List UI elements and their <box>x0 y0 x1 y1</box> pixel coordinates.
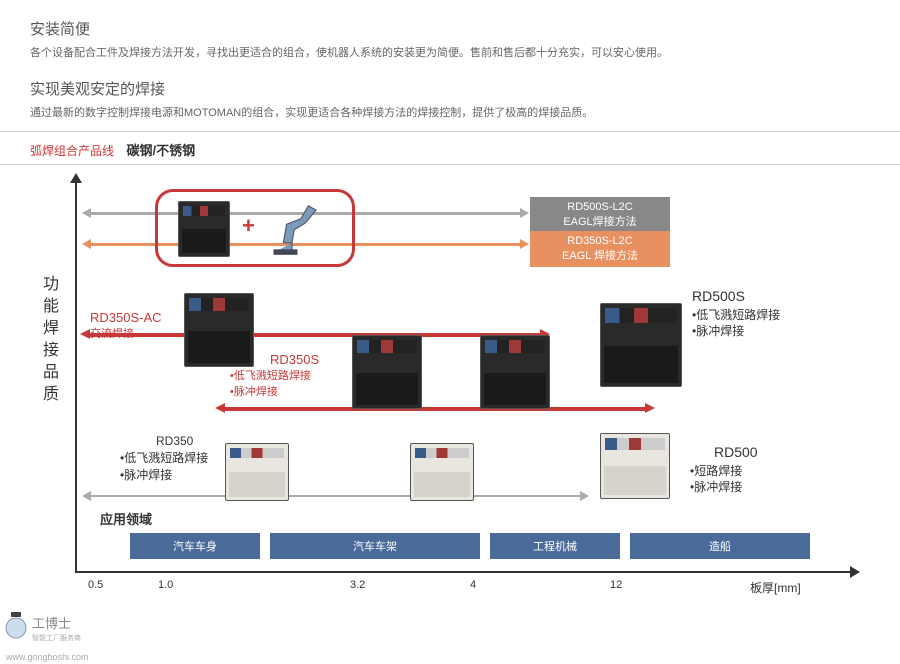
tick-3: 4 <box>470 579 476 591</box>
prod-name: RD500 <box>714 443 758 463</box>
svg-text:工博士: 工博士 <box>32 616 71 631</box>
label-rd500s: RD500S •低飞溅短路焊接 •脉冲焊接 <box>692 287 780 340</box>
x-axis-unit: 板厚[mm] <box>750 579 801 596</box>
arrow-l-red1-icon <box>80 329 90 339</box>
section2-title: 实现美观安定的焊接 <box>30 78 870 99</box>
robot-icon <box>270 197 325 257</box>
prod-d1: •短路焊接 <box>690 463 758 480</box>
watermark-url: www.gongboshi.com <box>6 652 89 662</box>
tag-title: RD500S-L2C <box>540 201 660 213</box>
plus-icon: + <box>242 213 255 239</box>
device-rd500 <box>600 433 670 499</box>
arrow-r-gray-icon <box>520 208 529 218</box>
prod-d2: •脉冲焊接 <box>230 385 319 400</box>
tick-1: 1.0 <box>158 579 173 591</box>
tag-sub: EAGL焊接方法 <box>540 213 660 229</box>
prod-name: RD500S <box>692 287 780 307</box>
tick-0: 0.5 <box>88 579 103 591</box>
prod-name: RD350S <box>270 351 319 369</box>
device-rd350s-2 <box>480 335 550 409</box>
x-arrow-icon <box>850 566 860 578</box>
tag-rd350s-l2c: RD350S-L2C EAGL 焊接方法 <box>530 231 670 267</box>
prod-d2: •脉冲焊接 <box>120 467 208 484</box>
section2-desc: 通过最新的数字控制焊接电源和MOTOMAN的组合，实现更适合各种焊接方法的焊接控… <box>30 105 870 122</box>
label-rd350: RD350 •低飞溅短路焊接 •脉冲焊接 <box>120 433 208 483</box>
arrow-l-red2-icon <box>215 403 225 413</box>
prod-d1: •低飞溅短路焊接 <box>230 369 319 384</box>
arrow-r-red2-icon <box>645 403 655 413</box>
prod-name: RD350 <box>156 433 208 450</box>
arrow-r-gray2-icon <box>580 491 589 501</box>
app-box-2: 汽车车架 <box>270 533 480 559</box>
product-line-bold <box>118 143 122 158</box>
prod-d1: •低飞溅短路焊接 <box>692 307 780 324</box>
y-axis <box>75 175 77 573</box>
label-rd350s-ac: RD350S-AC 交流焊接 <box>90 309 162 343</box>
tick-2: 3.2 <box>350 579 365 591</box>
arrow-l-orange-icon <box>82 239 91 249</box>
arrow-r-orange-icon <box>520 239 529 249</box>
label-rd350s: RD350S •低飞溅短路焊接 •脉冲焊接 <box>230 351 319 400</box>
prod-name: RD350S-AC <box>90 309 162 327</box>
section1-desc: 各个设备配合工件及焊接方法开发，寻找出更适合的组合，使机器人系统的安装更为简便。… <box>30 45 870 62</box>
app-box-1: 汽车车身 <box>130 533 260 559</box>
prod-d2: •脉冲焊接 <box>690 479 758 496</box>
tag-rd500s-l2c: RD500S-L2C EAGL焊接方法 <box>530 197 670 233</box>
product-line-label: 弧焊组合产品线 <box>30 144 114 158</box>
tag-title: RD350S-L2C <box>540 235 660 247</box>
device-rd350s <box>352 335 422 409</box>
application-label: 应用领域 <box>100 509 152 528</box>
prod-d2: •脉冲焊接 <box>692 323 780 340</box>
bar-rd350 <box>90 495 580 497</box>
app-box-4: 造船 <box>630 533 810 559</box>
device-rd500s <box>600 303 682 387</box>
bar-rd350s <box>225 407 645 411</box>
prod-desc: 交流焊接 <box>90 327 162 342</box>
arrow-l-gray-icon <box>82 208 91 218</box>
device-rd350 <box>225 443 289 501</box>
prod-d1: •低飞溅短路焊接 <box>120 450 208 467</box>
label-rd500: RD500 •短路焊接 •脉冲焊接 <box>690 443 758 496</box>
device-combo <box>178 201 230 257</box>
y-arrow-icon <box>70 173 82 183</box>
y-axis-label: 功能焊接品质 <box>30 275 60 407</box>
tick-4: 12 <box>610 579 622 591</box>
section1-title: 安装简便 <box>30 18 870 39</box>
x-axis <box>75 571 855 573</box>
app-box-3: 工程机械 <box>490 533 620 559</box>
arrow-l-gray2-icon <box>82 491 91 501</box>
device-rd350-2 <box>410 443 474 501</box>
product-chart: 功能焊接品质 RD500S-L2C EAGL焊接方法 RD350S-L2C EA… <box>30 175 870 620</box>
product-line-material: 碳钢/不锈钢 <box>127 143 196 158</box>
tag-sub: EAGL 焊接方法 <box>540 247 660 263</box>
svg-text:智能工厂服务商: 智能工厂服务商 <box>32 633 81 642</box>
watermark-logo: 工博士智能工厂服务商 <box>2 606 87 646</box>
product-line-header: 弧焊组合产品线 碳钢/不锈钢 <box>0 131 900 165</box>
